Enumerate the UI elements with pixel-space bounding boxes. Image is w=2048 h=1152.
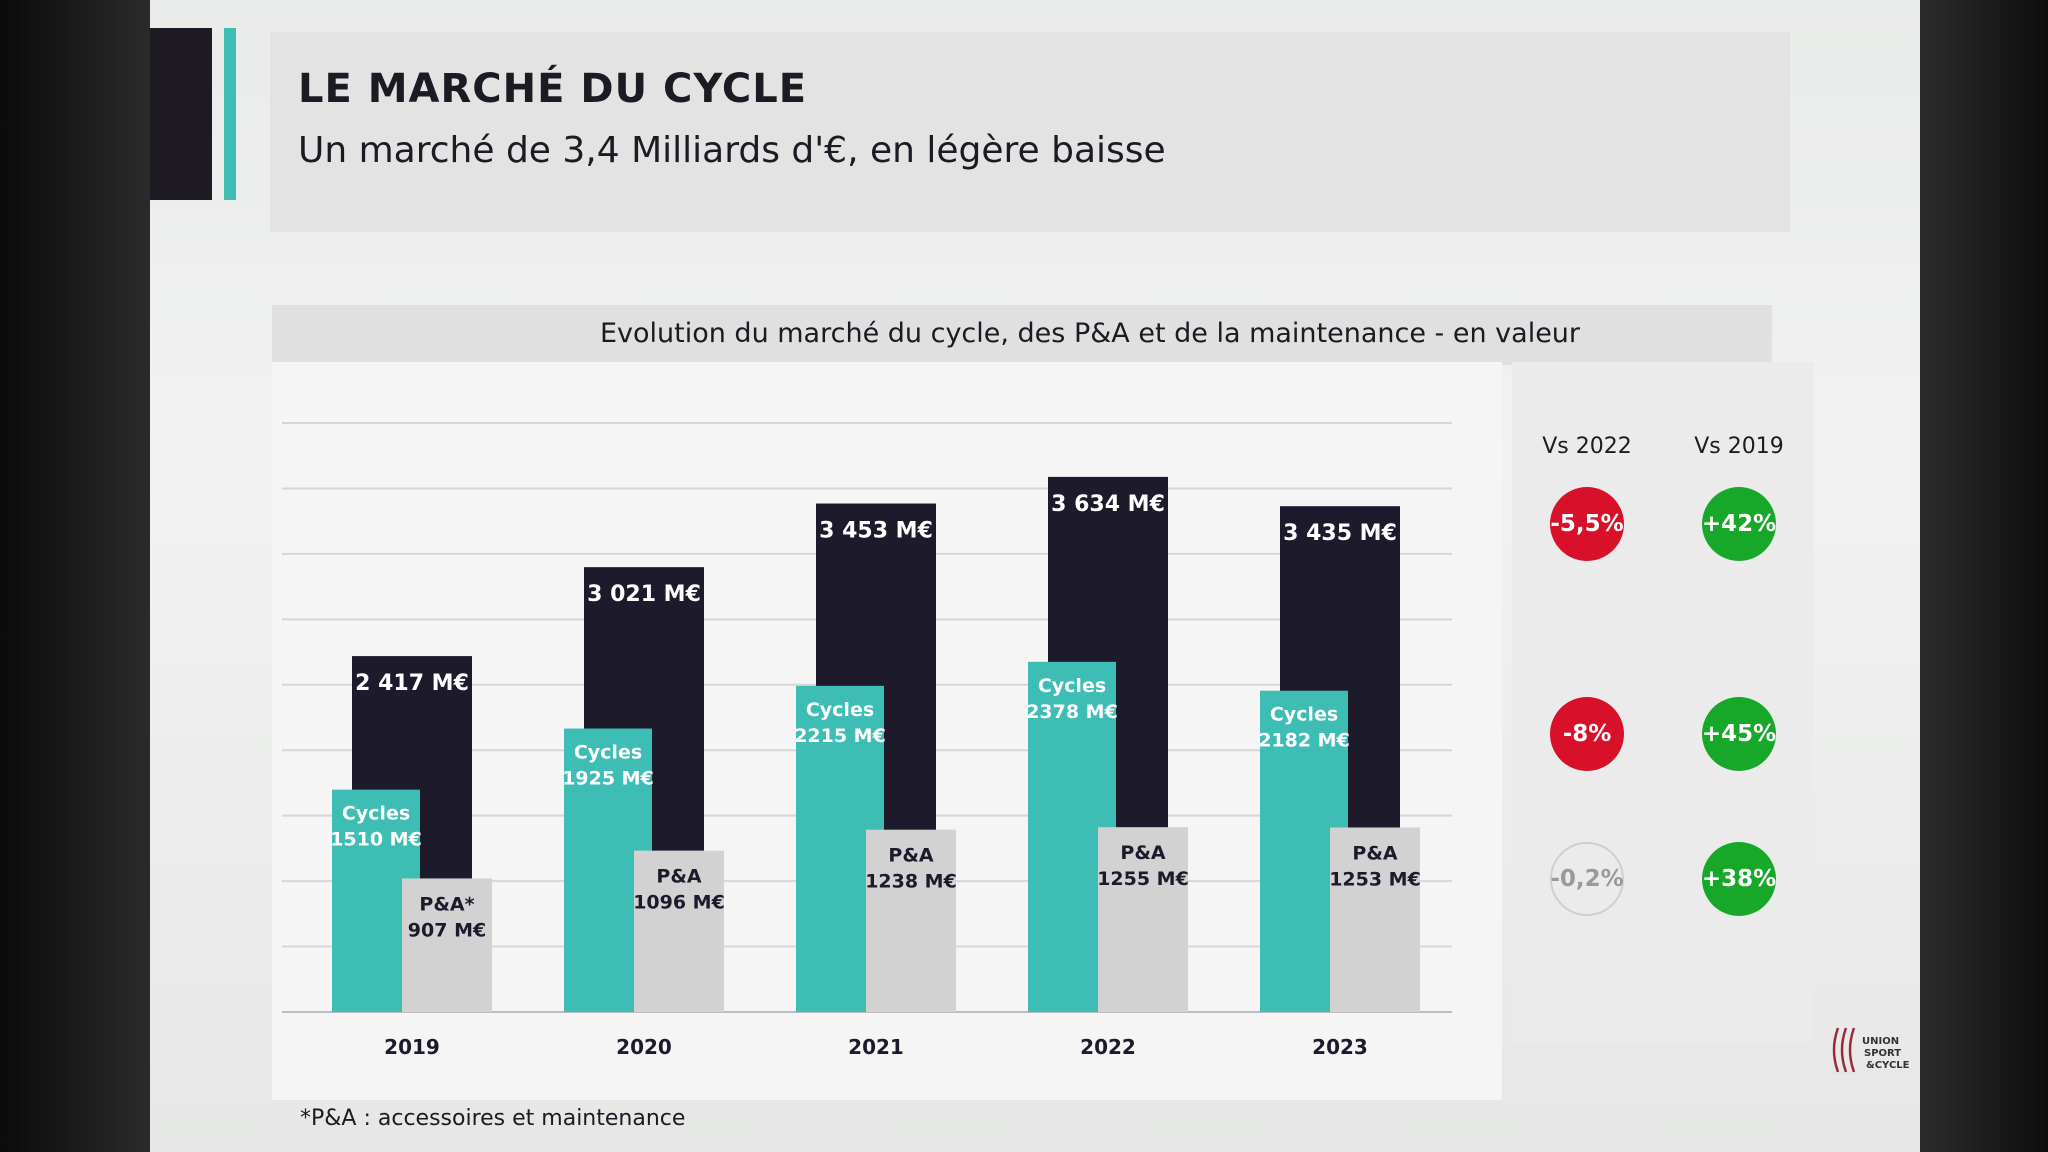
label-pa-name-2019: P&A* [419, 893, 474, 915]
chart-title: Evolution du marché du cycle, des P&A et… [599, 318, 1581, 349]
svg-text:SPORT: SPORT [1864, 1048, 1901, 1059]
svg-text:&CYCLE: &CYCLE [1866, 1060, 1910, 1071]
header-band [270, 32, 1790, 232]
label-cycles-name-2023: Cycles [1270, 704, 1338, 726]
slide: LE MARCHÉ DU CYCLE Un marché de 3,4 Mill… [150, 0, 1938, 1152]
label-pa-name-2020: P&A [656, 866, 701, 888]
label-cycles-name-2020: Cycles [574, 742, 642, 764]
chart-panel: 2 417 M€ Cycles 1510 M€ P&A* 907 M€ 2019 3 021… [272, 362, 1502, 1100]
label-pa-value-2021: 1238 M€ [865, 871, 957, 893]
bar-pa-2020 [634, 850, 724, 1012]
chart-header-band [272, 305, 1772, 365]
badge-pa-vs-2022: -0,2% [1550, 842, 1624, 916]
x-tick-2020: 2020 [616, 1035, 672, 1059]
label-pa-value-2019: 907 M€ [408, 919, 486, 941]
slide-subtitle: Un marché de 3,4 Milliards d'€, en légèr… [298, 130, 1166, 171]
x-tick-2019: 2019 [384, 1035, 440, 1059]
badge-total-vs-2019: +42% [1702, 487, 1776, 561]
label-cycles-value-2023: 2182 M€ [1258, 730, 1350, 752]
x-tick-2023: 2023 [1312, 1035, 1368, 1059]
label-total-2022: 3 634 M€ [1051, 492, 1165, 517]
x-tick-2022: 2022 [1080, 1035, 1136, 1059]
footnote: *P&A : accessoires et maintenance [300, 1106, 686, 1131]
bar-pa-2023 [1330, 827, 1420, 1012]
svg-text:UNION: UNION [1862, 1036, 1899, 1047]
label-pa-name-2021: P&A [888, 845, 933, 867]
label-total-2021: 3 453 M€ [819, 519, 933, 544]
label-total-2020: 3 021 M€ [587, 582, 701, 607]
label-cycles-value-2021: 2215 M€ [794, 725, 886, 747]
label-cycles-value-2019: 1510 M€ [330, 829, 422, 851]
label-total-2019: 2 417 M€ [355, 671, 469, 696]
decor-strip [224, 28, 236, 200]
screen-frame-right [1920, 0, 2048, 1152]
screen-frame-left [0, 0, 150, 1152]
label-cycles-name-2021: Cycles [806, 699, 874, 721]
bar-pa-2019 [402, 878, 492, 1012]
badge-cycles-vs-2019: +45% [1702, 697, 1776, 771]
header-vs-2019: Vs 2019 [1694, 434, 1784, 459]
label-cycles-name-2019: Cycles [342, 803, 410, 825]
bar-pa-2021 [866, 829, 956, 1012]
label-pa-name-2023: P&A [1352, 842, 1397, 864]
badge-cycles-vs-2022: -8% [1550, 697, 1624, 771]
header-vs-2022: Vs 2022 [1542, 434, 1632, 459]
decor-block [150, 28, 212, 200]
badge-pa-vs-2019: +38% [1702, 842, 1776, 916]
slide-title: LE MARCHÉ DU CYCLE [298, 66, 808, 112]
label-cycles-name-2022: Cycles [1038, 675, 1106, 697]
label-pa-value-2023: 1253 M€ [1329, 868, 1421, 890]
label-pa-value-2022: 1255 M€ [1097, 868, 1189, 890]
label-cycles-value-2020: 1925 M€ [562, 768, 654, 790]
label-cycles-value-2022: 2378 M€ [1026, 701, 1118, 723]
label-pa-value-2020: 1096 M€ [633, 892, 725, 914]
bar-pa-2022 [1098, 827, 1188, 1012]
badge-total-vs-2022: -5,5% [1550, 487, 1624, 561]
bar-chart: 2 417 M€ Cycles 1510 M€ P&A* 907 M€ 2019 3 021… [282, 422, 1452, 1059]
label-total-2023: 3 435 M€ [1283, 521, 1397, 546]
x-tick-2021: 2021 [848, 1035, 904, 1059]
label-pa-name-2022: P&A [1120, 842, 1165, 864]
comparison-panel: Vs 2022 Vs 2019 -5,5% +42% -8% +45% -0,2% +38… [1512, 362, 1814, 1042]
